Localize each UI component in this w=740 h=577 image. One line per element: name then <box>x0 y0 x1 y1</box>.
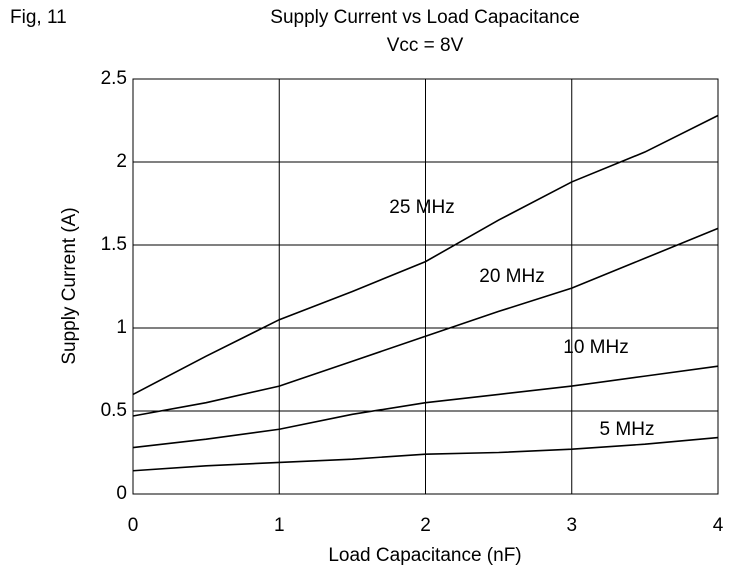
figure-label: Fig, 11 <box>10 7 67 28</box>
x-tick-label: 4 <box>713 515 724 536</box>
x-tick-label: 1 <box>274 515 285 536</box>
y-tick-label: 1.5 <box>101 234 127 255</box>
y-tick-label: 2.5 <box>101 68 127 89</box>
series-line <box>132 227 719 417</box>
y-tick-label: 0.5 <box>101 400 127 421</box>
series-line <box>132 365 719 449</box>
x-tick-label: 0 <box>128 515 139 536</box>
x-axis-label: Load Capacitance (nF) <box>328 545 521 566</box>
y-tick-label: 2 <box>116 151 127 172</box>
series-line <box>132 114 719 396</box>
series-label: 25 MHz <box>389 197 454 218</box>
x-tick-label: 3 <box>566 515 577 536</box>
series-label: 20 MHz <box>479 266 544 287</box>
y-tick-label: 0 <box>116 483 127 504</box>
series-line <box>132 436 719 472</box>
series-label: 5 MHz <box>600 419 655 440</box>
plot-frame <box>132 78 719 495</box>
chart-subtitle: Vcc = 8V <box>387 35 464 56</box>
x-tick-label: 2 <box>420 515 431 536</box>
y-axis-label: Supply Current (A) <box>59 207 80 364</box>
y-tick-label: 1 <box>116 317 127 338</box>
series-label: 10 MHz <box>563 337 628 358</box>
chart-title: Supply Current vs Load Capacitance <box>270 7 579 28</box>
